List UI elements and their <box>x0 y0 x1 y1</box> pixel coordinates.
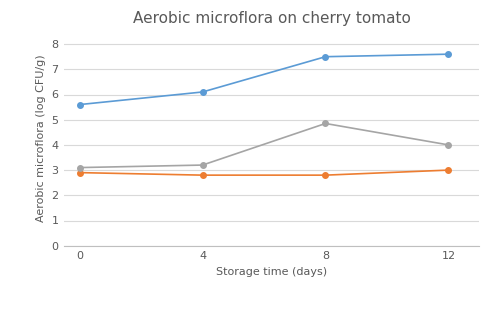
Stem <box>200 90 206 94</box>
Line: Stem maintenance: Stem maintenance <box>77 121 451 170</box>
Stem maintenance <box>323 122 329 125</box>
Stem removal <box>446 168 452 172</box>
Stem <box>323 55 329 59</box>
Stem maintenance <box>200 163 206 167</box>
Stem <box>77 103 82 106</box>
Line: Stem removal: Stem removal <box>77 167 451 178</box>
X-axis label: Storage time (days): Storage time (days) <box>216 267 327 277</box>
Stem maintenance <box>77 166 82 169</box>
Stem maintenance <box>446 143 452 147</box>
Stem removal <box>77 171 82 175</box>
Stem removal <box>200 173 206 177</box>
Stem removal <box>323 173 329 177</box>
Title: Aerobic microflora on cherry tomato: Aerobic microflora on cherry tomato <box>133 11 411 26</box>
Stem <box>446 52 452 56</box>
Legend: Stem, Stem removal, Stem maintenance: Stem, Stem removal, Stem maintenance <box>125 311 418 315</box>
Line: Stem: Stem <box>77 51 451 107</box>
Y-axis label: Aerobic microflora (log CFU/g): Aerobic microflora (log CFU/g) <box>36 55 46 222</box>
